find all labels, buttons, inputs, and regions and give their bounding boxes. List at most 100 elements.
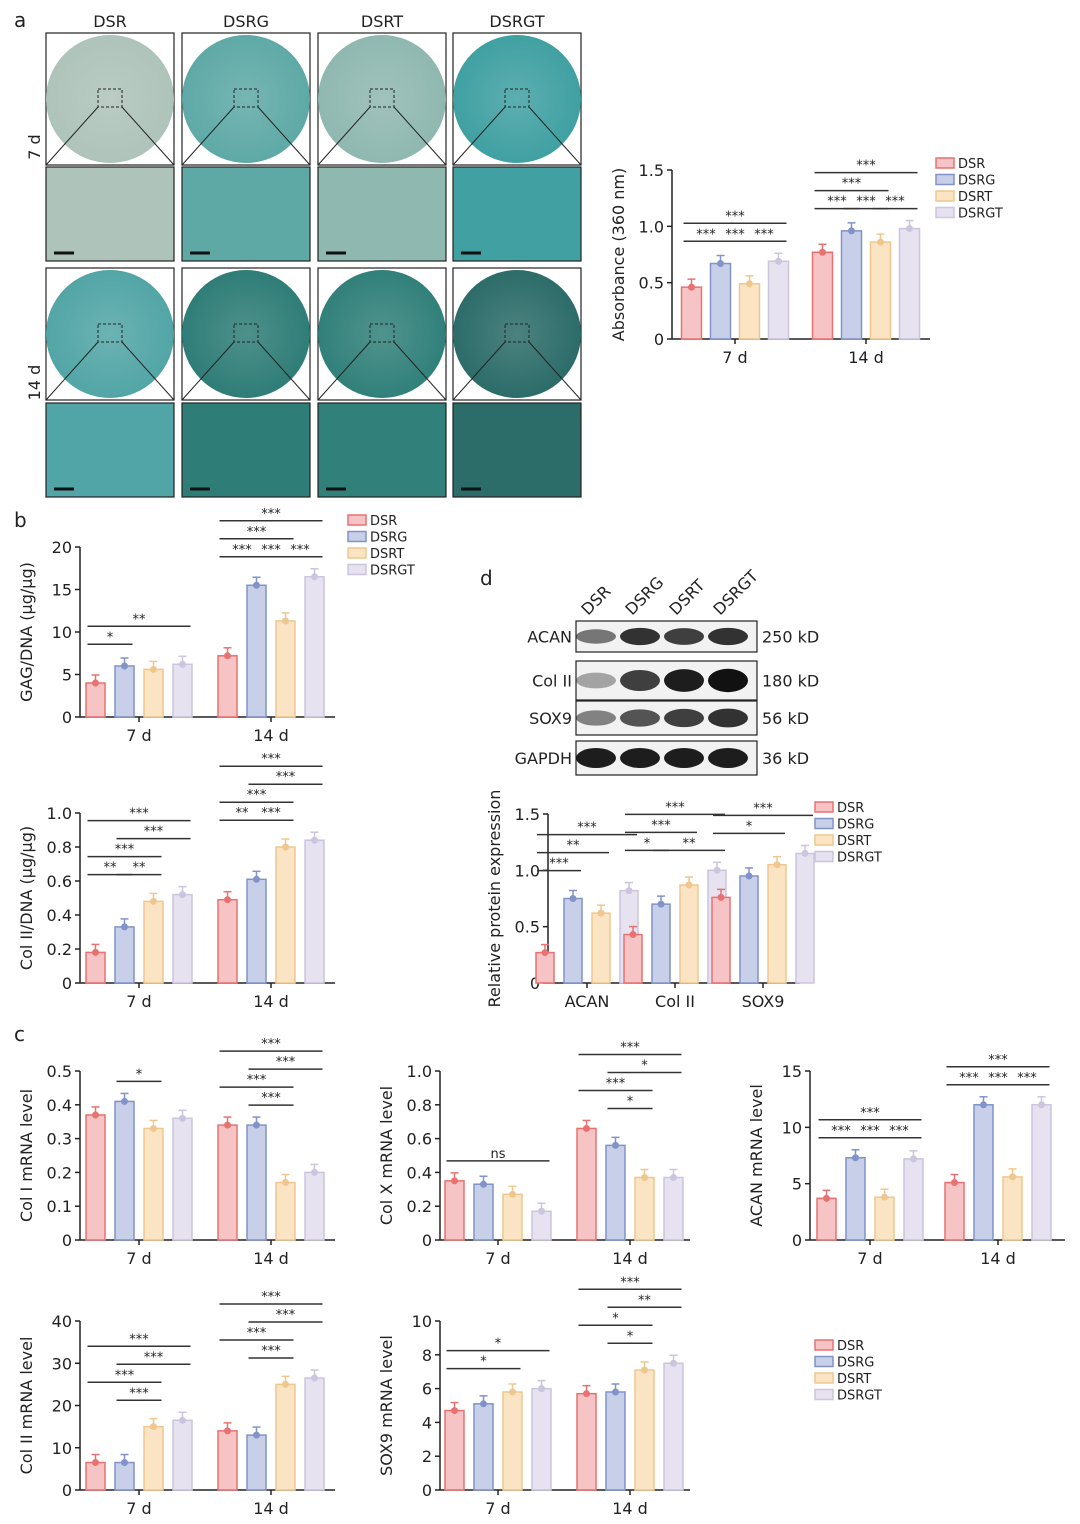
bar (563, 897, 583, 984)
data-point (597, 909, 605, 917)
bar (739, 875, 759, 984)
legend-label: DSRG (958, 174, 995, 189)
bar (623, 933, 643, 984)
y-axis-label: ACAN mRNA level (747, 1084, 766, 1227)
column-label: DSRG (223, 12, 269, 31)
significance-label: ** (236, 806, 250, 821)
significance-label: *** (606, 1076, 626, 1091)
legend-swatch (347, 563, 367, 576)
zoom-box (97, 88, 123, 108)
chart-absorbance: 0 0.5 1.0 1.5 Absorbance (360 nm) 7 d *** *** **… (609, 157, 1003, 367)
x-tick-label: 14 d (980, 1249, 1016, 1268)
y-axis-label: Col II mRNA level (17, 1337, 36, 1475)
chart-col1-mrna: 0 0.1 0.2 0.3 0.4 0.5 Col I mRNA level 7 d * 14 d… (17, 1037, 335, 1268)
y-tick-label: 1.5 (639, 161, 664, 180)
blot-band (576, 672, 616, 689)
row-label: 7 d (25, 134, 44, 159)
significance-label: *** (261, 1037, 281, 1052)
bar (898, 227, 921, 340)
bar (217, 655, 238, 718)
data-point (311, 1168, 318, 1176)
y-tick-label: 2 (422, 1447, 432, 1466)
significance-label: *** (549, 857, 569, 872)
bar (663, 1362, 684, 1491)
legend-swatch (814, 1355, 834, 1368)
significance-label: *** (860, 1124, 880, 1139)
molecular-weight: 36 kD (762, 749, 809, 768)
bar (246, 878, 267, 984)
legend-swatch (935, 206, 955, 219)
y-tick-label: 0.5 (639, 274, 664, 293)
data-point (282, 1380, 289, 1388)
data-point (848, 227, 855, 235)
data-point (224, 652, 231, 660)
data-point (179, 1114, 186, 1122)
y-tick-label: 4 (422, 1413, 432, 1432)
significance-label: *** (885, 195, 905, 210)
legend-swatch (814, 850, 834, 863)
bar (444, 1180, 465, 1241)
legend-label: DSR (958, 157, 985, 172)
y-tick-label: 0.5 (47, 1062, 72, 1081)
y-tick-label: 0.4 (407, 1163, 432, 1182)
y-tick-label: 0 (792, 1231, 802, 1250)
y-tick-label: 0 (422, 1481, 432, 1500)
data-point (745, 872, 753, 880)
bar (502, 1391, 523, 1491)
bar (535, 951, 555, 984)
legend-swatch (347, 530, 367, 543)
significance-label: *** (620, 1275, 640, 1290)
x-tick-label: 7 d (722, 348, 747, 367)
bar (1031, 1104, 1052, 1241)
blot-band (620, 627, 660, 646)
data-point (980, 1101, 987, 1109)
zoom-box (369, 88, 395, 108)
lane-label: DSR (577, 582, 614, 619)
bar (114, 1461, 135, 1491)
y-tick-label: 0.8 (47, 838, 72, 857)
blot-band (708, 708, 748, 728)
significance-label: *** (988, 1071, 1008, 1086)
bar (304, 1171, 325, 1241)
y-tick-label: 0.4 (47, 906, 72, 925)
well-image (318, 270, 446, 398)
bar (944, 1181, 965, 1241)
x-tick-label: ACAN (565, 992, 610, 1011)
magnified-image (452, 402, 582, 498)
significance-label: *** (261, 752, 281, 767)
bar (143, 668, 164, 718)
bar (605, 1144, 626, 1241)
data-point (569, 895, 577, 902)
data-point (121, 1097, 128, 1105)
zoom-line (45, 106, 99, 166)
bar (275, 620, 296, 718)
x-tick-label: 7 d (126, 726, 151, 745)
legend-label: DSR (370, 514, 397, 529)
data-point (121, 662, 128, 670)
bar (576, 1127, 597, 1241)
data-point (92, 679, 99, 687)
blot-band (708, 668, 748, 693)
lane-label: DSRT (665, 575, 708, 618)
y-tick-label: 10 (52, 623, 72, 642)
significance-label: *** (860, 1106, 880, 1121)
legend-label: DSRG (837, 1356, 874, 1371)
significance-label: *** (247, 788, 267, 803)
y-axis-label: Relative protein expression (485, 790, 504, 1008)
data-point (910, 1155, 917, 1163)
y-tick-label: 5 (62, 666, 72, 685)
y-tick-label: 40 (52, 1312, 72, 1331)
y-axis-label: Col I mRNA level (17, 1089, 36, 1222)
row-label: 14 d (25, 365, 44, 401)
bar (172, 1419, 193, 1491)
column-label: DSRT (361, 12, 403, 31)
bar (811, 251, 834, 340)
y-tick-label: 10 (52, 1439, 72, 1458)
bar (275, 1383, 296, 1491)
significance-label: *** (856, 159, 876, 174)
data-point (775, 257, 782, 265)
bar (304, 576, 325, 718)
well-image (453, 270, 581, 398)
significance-label: ** (638, 1293, 652, 1308)
bar (143, 900, 164, 984)
